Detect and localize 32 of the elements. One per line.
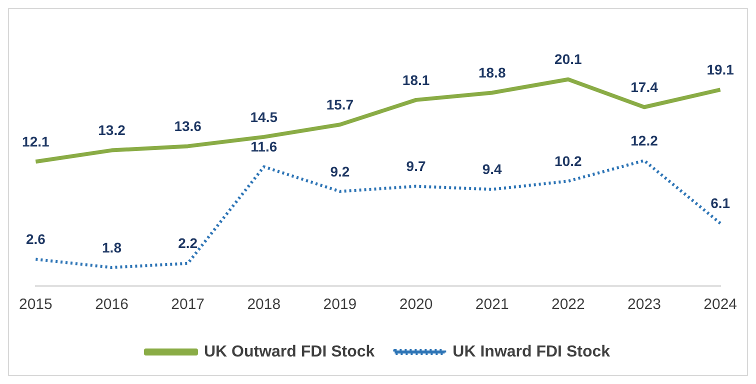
data-label: 17.4 [630, 78, 658, 95]
data-label: 6.1 [710, 195, 730, 212]
data-label: 13.6 [174, 118, 202, 134]
data-label: 2.2 [178, 235, 198, 252]
legend-label: UK Inward FDI Stock [452, 343, 610, 360]
x-tick-label: 2015 [18, 296, 52, 314]
data-label: 11.6 [250, 138, 278, 155]
data-label: 2.6 [26, 231, 46, 248]
data-label: 14.5 [250, 108, 278, 125]
data-label: 9.7 [406, 158, 426, 174]
data-label: 20.1 [554, 51, 582, 68]
x-tick-label: 2020 [399, 296, 433, 314]
data-label: 15.7 [326, 96, 354, 112]
data-label: 18.1 [402, 72, 430, 88]
data-label: 9.4 [482, 161, 502, 178]
data-label: 18.8 [478, 64, 506, 81]
x-tick-label: 2016 [95, 296, 128, 314]
x-tick-label: 2022 [551, 296, 585, 314]
legend-label: UK Outward FDI Stock [204, 343, 375, 360]
data-label: 1.8 [102, 239, 122, 256]
x-tick-label: 2024 [704, 296, 738, 314]
data-label: 19.1 [706, 62, 734, 78]
data-label: 9.2 [330, 163, 350, 180]
x-tick-label: 2017 [171, 296, 205, 314]
x-tick-label: 2021 [475, 296, 509, 314]
x-tick-label: 2018 [247, 296, 281, 314]
x-tick-label: 2019 [323, 296, 357, 314]
x-tick-label: 2023 [628, 296, 661, 314]
data-label: 13.2 [98, 122, 126, 138]
data-label: 12.1 [22, 133, 50, 150]
data-label: 12.2 [630, 132, 658, 148]
data-label: 10.2 [554, 153, 582, 170]
